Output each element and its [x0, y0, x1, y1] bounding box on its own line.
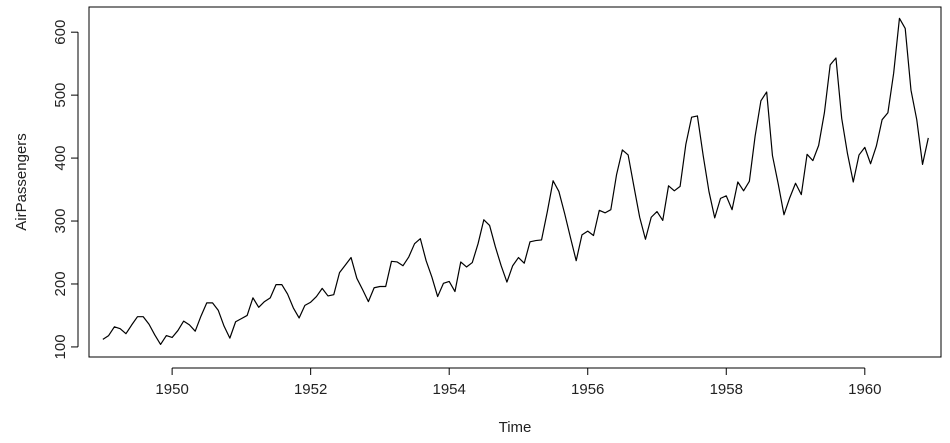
y-tick-label: 100 — [52, 334, 69, 359]
x-tick-label: 1954 — [433, 381, 466, 398]
x-tick-label: 1960 — [848, 381, 881, 398]
x-tick-label: 1958 — [710, 381, 743, 398]
y-tick-label: 500 — [52, 83, 69, 108]
x-tick-label: 1950 — [155, 381, 188, 398]
plot-frame — [88, 6, 942, 358]
y-tick-label: 300 — [52, 209, 69, 234]
x-axis: 1950 1952 1954 1956 1958 1960 — [155, 367, 881, 398]
y-tick-label: 600 — [52, 20, 69, 45]
y-tick-label: 400 — [52, 146, 69, 171]
x-tick-label: 1952 — [294, 381, 327, 398]
x-axis-title: Time — [499, 419, 532, 436]
x-tick-label: 1956 — [571, 381, 604, 398]
y-tick-label: 200 — [52, 271, 69, 296]
y-axis: 100 200 300 400 500 600 — [52, 20, 79, 359]
series-line — [102, 17, 929, 346]
y-axis-title: AirPassengers — [13, 133, 30, 231]
